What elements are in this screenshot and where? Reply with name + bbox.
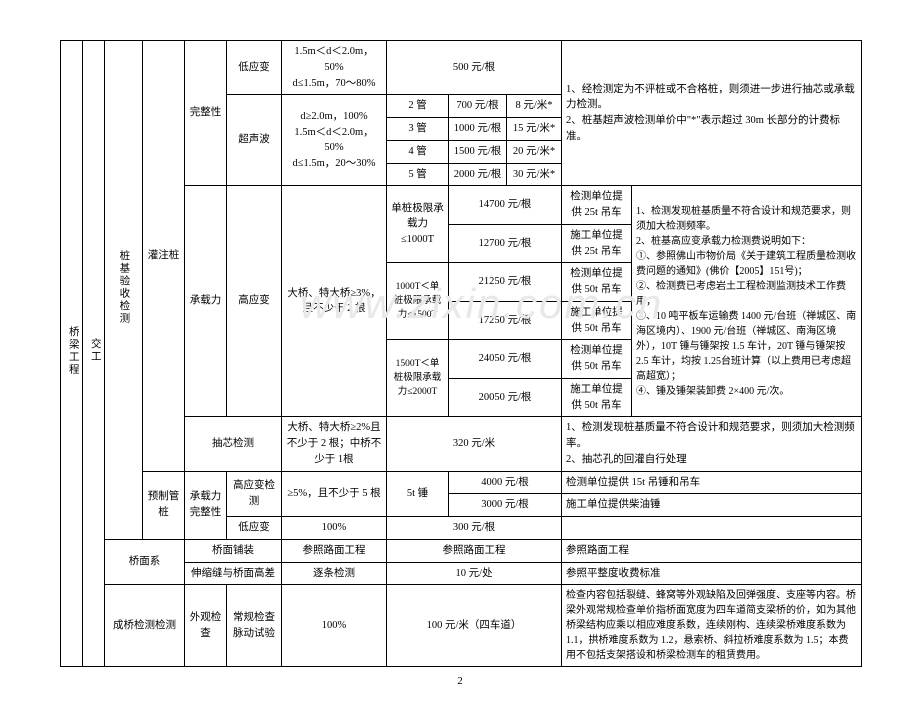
r5c: 30 元/米* xyxy=(507,163,562,186)
r10c2: 施工单位提供柴油锤 xyxy=(562,494,861,516)
r8c1: 检测单位提供 50t 吊车 xyxy=(562,340,632,379)
r6a: 单桩极限承载力≤1000T xyxy=(387,186,449,263)
col3a: 桩基验收检测 xyxy=(116,250,132,325)
r11c7: 100% xyxy=(282,517,387,540)
r2c7: d≥2.0m，100% 1.5m＜d＜2.0m，50% d≤1.5m，20～30… xyxy=(282,95,387,186)
c6-gyb: 高应变 xyxy=(227,186,282,417)
r7b2: 17250 元/根 xyxy=(449,301,562,340)
r13a: 10 元/处 xyxy=(387,562,562,585)
r10a: 5t 锤 xyxy=(387,471,449,517)
r2b: 700 元/根 xyxy=(449,95,507,118)
c5-dyb2: 低应变 xyxy=(227,517,282,540)
c5-czl: 承载力 xyxy=(185,186,227,417)
c5-czlwzx: 承载力完整性 xyxy=(185,471,227,539)
r7b1: 21250 元/根 xyxy=(449,263,562,302)
col3b: 桥面系 xyxy=(105,539,185,585)
r1c9: 500 元/根 xyxy=(387,41,562,95)
r8a: 1500T＜单桩极限承载力≤2000T xyxy=(387,340,449,417)
c6-csb: 超声波 xyxy=(227,95,282,186)
page-number: 2 xyxy=(60,675,860,687)
r14c7: 100% xyxy=(282,585,387,667)
c5-qmpz: 桥面铺装 xyxy=(185,539,282,562)
r8b2: 20050 元/根 xyxy=(449,378,562,417)
r14c9: 100 元/米（四车道） xyxy=(387,585,562,667)
r4a: 4 管 xyxy=(387,140,449,163)
c6-gybjc: 高应变检测 xyxy=(227,471,282,517)
c6-dyb: 低应变 xyxy=(227,41,282,95)
r6b1: 14700 元/根 xyxy=(449,186,562,225)
r7c2: 施工单位提供 50t 吊车 xyxy=(562,301,632,340)
r10b2: 3000 元/根 xyxy=(449,494,561,516)
r12b: 参照路面工程 xyxy=(562,539,862,562)
col4a: 灌注桩 xyxy=(143,41,185,472)
note2: 1、检测发现桩基质量不符合设计和规范要求，则须加大检测频率。 2、桩基高应变承载… xyxy=(632,186,862,417)
r3b: 1000 元/根 xyxy=(449,118,507,141)
col1: 桥梁工程 xyxy=(65,326,81,376)
r12-l: 参照路面工程 xyxy=(282,539,387,562)
r4b: 1500 元/根 xyxy=(449,140,507,163)
r10c1: 检测单位提供 15t 吊锤和吊车 xyxy=(562,472,861,494)
r6c7: 大桥、特大桥≥3%，且不少于 2 根 xyxy=(282,186,387,417)
r13b: 参照平整度收费标准 xyxy=(562,562,862,585)
r8c2: 施工单位提供 50t 吊车 xyxy=(562,378,632,417)
r5a: 5 管 xyxy=(387,163,449,186)
r5b: 2000 元/根 xyxy=(449,163,507,186)
r10b1: 4000 元/根 xyxy=(449,472,561,494)
r11c9: 300 元/根 xyxy=(387,517,562,540)
note1: 1、经检测定为不评桩或不合格桩，则须进一步进行抽芯或承载力检测。 2、桩基超声波… xyxy=(562,41,862,186)
r6c1: 检测单位提供 25t 吊车 xyxy=(562,186,632,225)
c5-wzx: 完整性 xyxy=(185,41,227,186)
r6b2: 12700 元/根 xyxy=(449,224,562,263)
r9c9: 320 元/米 xyxy=(387,417,562,471)
r6c2: 施工单位提供 25t 吊车 xyxy=(562,224,632,263)
r3a: 3 管 xyxy=(387,118,449,141)
c6-cgjcmdsy: 常规检查脉动试验 xyxy=(227,585,282,667)
col3c: 成桥检测检测 xyxy=(105,585,185,667)
note3: 1、检测发现桩基质量不符合设计和规范要求，则须加大检测频率。 2、抽芯孔的回灌自… xyxy=(562,417,862,471)
r8b1: 24050 元/根 xyxy=(449,340,562,379)
r9c7: 大桥、特大桥≥2%且不少于 2 根；中桥不少于 1根 xyxy=(282,417,387,471)
r7c1: 检测单位提供 50t 吊车 xyxy=(562,263,632,302)
c5-ssfqmgc: 伸缩缝与桥面高差 xyxy=(185,562,282,585)
r10c7: ≥5%，且不少于 5 根 xyxy=(282,471,387,517)
r7a: 1000T＜单桩极限承载力≤1500T xyxy=(387,263,449,340)
c5-cxjc: 抽芯检测 xyxy=(185,417,282,471)
r3c: 15 元/米* xyxy=(507,118,562,141)
r2c: 8 元/米* xyxy=(507,95,562,118)
main-table: 桥梁工程 交工 桩基验收检测 灌注桩 完整性 低应变 1.5m＜d＜2.0m，5… xyxy=(60,40,862,667)
r12a: 参照路面工程 xyxy=(387,539,562,562)
note4: 检查内容包括裂缝、蜂窝等外观缺陷及回弹强度、支座等内容。桥梁外观常规检查单价指桥… xyxy=(562,585,862,667)
c6-ztjc: 逐条检测 xyxy=(282,562,387,585)
col2: 交工 xyxy=(87,338,103,363)
r2a: 2 管 xyxy=(387,95,449,118)
r4c: 20 元/米* xyxy=(507,140,562,163)
col4b: 预制管桩 xyxy=(143,471,185,539)
r1c7: 1.5m＜d＜2.0m，50% d≤1.5m，70～80% xyxy=(282,41,387,95)
c5-wgjc: 外观检查 xyxy=(185,585,227,667)
